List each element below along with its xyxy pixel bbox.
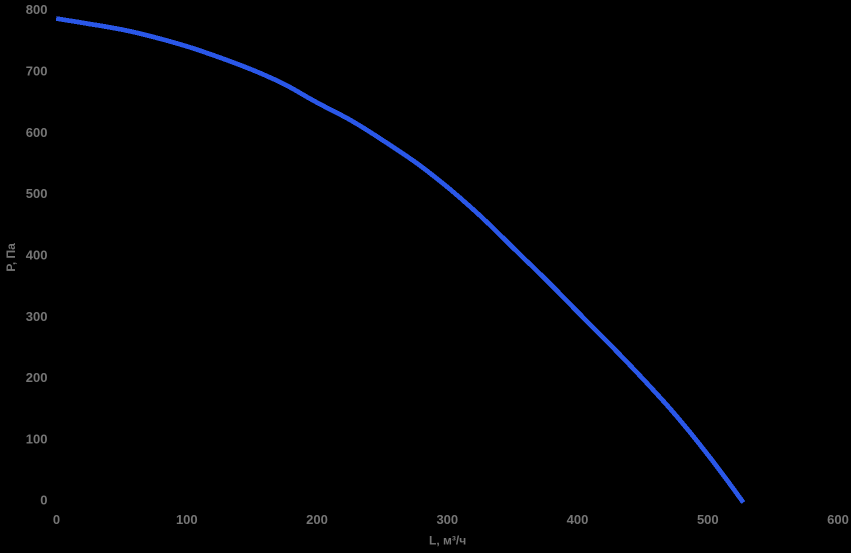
- svg-text:800: 800: [26, 2, 48, 17]
- svg-text:300: 300: [26, 309, 48, 324]
- svg-text:P, Па: P, Па: [4, 243, 18, 272]
- svg-text:100: 100: [176, 512, 198, 527]
- svg-text:300: 300: [436, 512, 458, 527]
- svg-text:L, м³/ч: L, м³/ч: [429, 534, 466, 548]
- svg-text:200: 200: [306, 512, 328, 527]
- svg-text:500: 500: [26, 186, 48, 201]
- svg-text:700: 700: [26, 64, 48, 79]
- svg-text:400: 400: [26, 248, 48, 263]
- svg-text:600: 600: [827, 512, 849, 527]
- svg-text:100: 100: [26, 431, 48, 446]
- svg-text:0: 0: [40, 493, 47, 508]
- svg-text:500: 500: [697, 512, 719, 527]
- svg-text:600: 600: [26, 125, 48, 140]
- svg-text:400: 400: [567, 512, 589, 527]
- svg-text:0: 0: [53, 512, 60, 527]
- svg-text:200: 200: [26, 370, 48, 385]
